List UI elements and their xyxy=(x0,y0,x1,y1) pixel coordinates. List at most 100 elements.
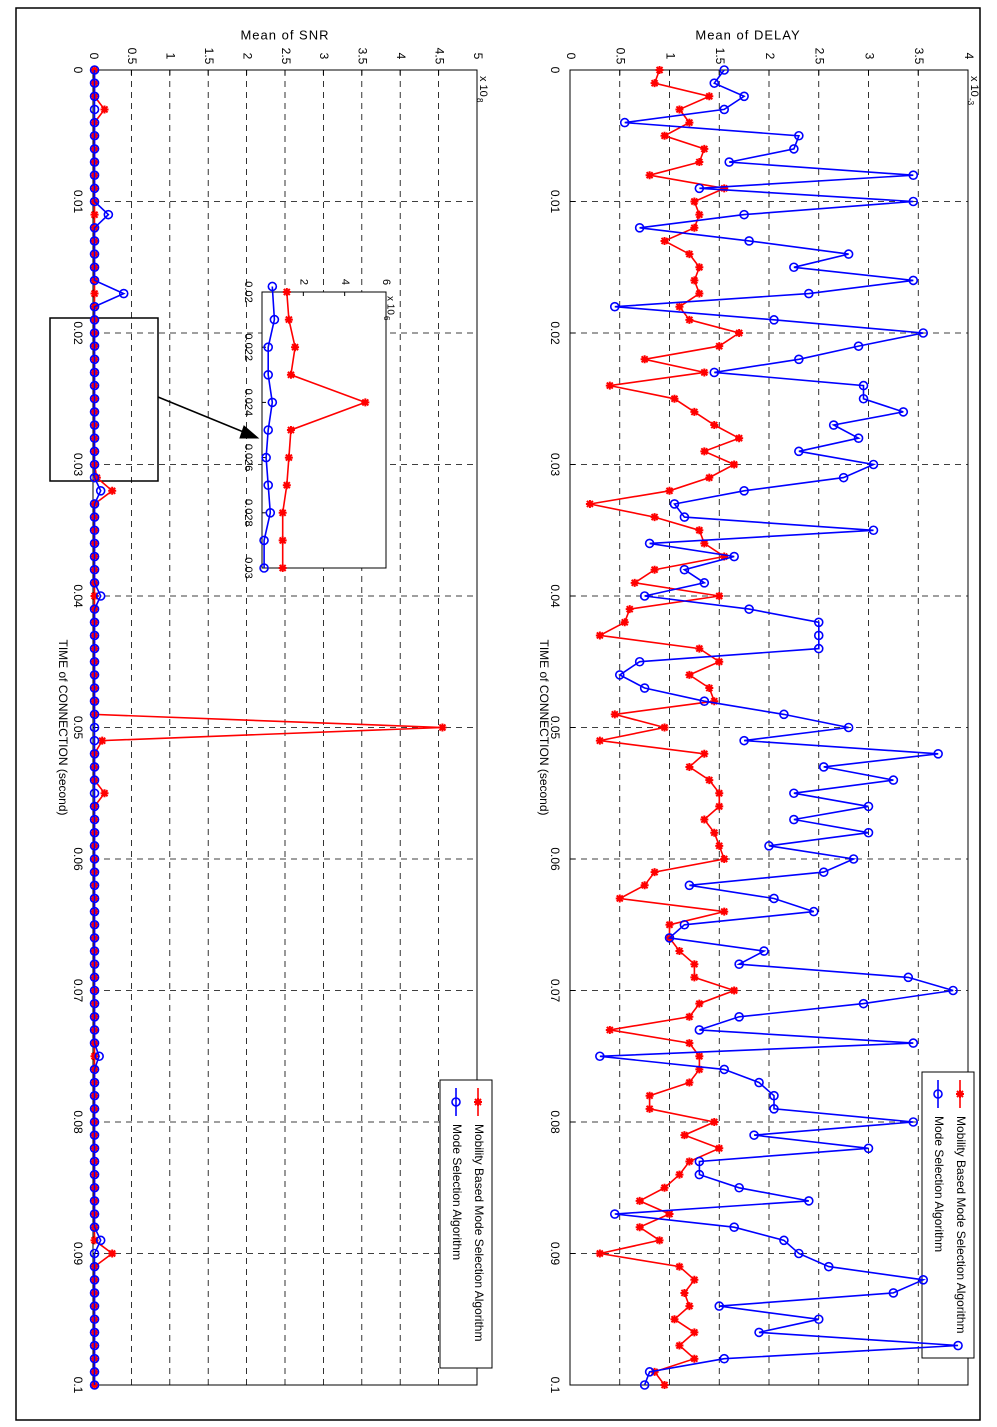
delay-series-blue-point xyxy=(694,1025,705,1035)
delay-series-red-point xyxy=(690,1275,699,1284)
delay-time-tick-label: 0 xyxy=(548,67,562,74)
delay-series-red-point xyxy=(710,1118,719,1126)
inset-series-blue-point xyxy=(259,563,269,573)
snr-series-blue-point xyxy=(89,1169,100,1180)
delay-series-blue-point xyxy=(769,315,779,325)
snr-time-tick-label: 0.07 xyxy=(71,979,85,1003)
snr-value-tick-label: 0.5 xyxy=(125,48,139,65)
delay-series-red-point xyxy=(720,907,729,916)
delay-series-blue-point xyxy=(769,893,779,904)
snr-series-blue-point xyxy=(89,854,100,864)
delay-series-red-point xyxy=(635,1223,644,1232)
delay-series-blue-point xyxy=(818,762,829,772)
snr-series-blue-point xyxy=(89,748,100,759)
delay-series-blue-point xyxy=(739,485,749,496)
inset-time-tick-label: 0.026 xyxy=(242,444,254,472)
delay-series-red-point xyxy=(680,1288,689,1297)
snr-chart-title: Mean of SNR xyxy=(240,27,329,42)
delay-series-red-point xyxy=(700,815,709,824)
snr-time-tick-label: 0.1 xyxy=(71,1377,85,1394)
delay-legend-marker-blue xyxy=(933,1089,943,1099)
snr-series-blue-point xyxy=(89,91,100,102)
delay-series-blue-point xyxy=(863,827,874,838)
delay-series-blue-point xyxy=(808,906,819,917)
snr-time-tick-label: 0.03 xyxy=(71,453,85,477)
delay-series-blue-point xyxy=(679,919,690,930)
snr-series-blue-point xyxy=(89,867,100,877)
snr-series-blue-point xyxy=(89,1064,100,1075)
delay-series-red-point xyxy=(685,1302,694,1311)
delay-series-blue-point xyxy=(863,801,874,812)
delay-series-red-point xyxy=(685,250,694,259)
delay-time-tick-label: 0.09 xyxy=(548,1242,562,1266)
snr-series-blue-point xyxy=(89,354,100,365)
snr-series-blue-point xyxy=(89,1209,100,1219)
delay-value-tick-label: 0.5 xyxy=(614,48,628,65)
delay-series-red-point xyxy=(710,421,719,430)
snr-series-blue-point xyxy=(94,1051,104,1062)
snr-series-blue-point xyxy=(89,919,100,930)
inset-series-blue-point xyxy=(263,342,274,353)
delay-series-blue-point xyxy=(709,78,720,88)
snr-series-blue-point xyxy=(89,1353,100,1364)
delay-series-red-point xyxy=(585,499,594,508)
snr-series-blue-point xyxy=(89,459,100,470)
delay-series-red-point xyxy=(670,394,679,403)
snr-series-blue-point xyxy=(95,485,106,496)
delay-series-red-point xyxy=(660,131,669,140)
snr-time-tick-label: 0.09 xyxy=(71,1242,85,1266)
delay-series-red-point xyxy=(720,552,729,561)
delay-series-blue-point xyxy=(794,1248,804,1259)
snr-legend-box xyxy=(439,1079,493,1369)
delay-series-red-point xyxy=(695,263,704,272)
inset-series-red-point xyxy=(282,288,291,296)
snr-series-blue-point xyxy=(89,630,100,641)
snr-series-red-point xyxy=(100,105,109,114)
inset-series-blue-point xyxy=(269,314,280,325)
delay-series-blue-point xyxy=(794,446,804,457)
snr-series-blue-point xyxy=(89,1288,100,1298)
delay-series-blue-point xyxy=(888,1288,899,1298)
delay-series-blue-point xyxy=(789,788,799,799)
delay-series-red-point xyxy=(630,578,639,587)
snr-series-blue-point xyxy=(89,262,100,273)
delay-series-blue-point xyxy=(813,630,824,641)
delay-series-red-point xyxy=(695,1065,704,1074)
delay-series-red-point xyxy=(660,723,669,732)
snr-time-tick-label: 0.01 xyxy=(71,190,85,214)
delay-series-blue-point xyxy=(908,1117,919,1127)
delay-series-blue-point xyxy=(609,1209,620,1219)
inset-multiplier-label: x 10 xyxy=(384,296,395,315)
inset-time-tick-label: 0.024 xyxy=(242,389,254,417)
delay-series-blue-point xyxy=(694,1156,705,1167)
snr-series-blue-point xyxy=(118,288,129,299)
snr-series-blue-point xyxy=(103,209,114,220)
delay-series-red-point xyxy=(660,1381,669,1389)
delay-series-blue-point xyxy=(789,814,799,825)
delay-series-red-point xyxy=(685,1078,694,1087)
snr-series-blue-point xyxy=(89,472,100,483)
delay-series-blue-point xyxy=(953,1340,963,1351)
delay-series-red-point xyxy=(720,184,729,193)
snr-value-tick-label: 1.5 xyxy=(202,48,216,65)
delay-series-blue-point xyxy=(694,183,705,194)
snr-time-tick-label: 0.06 xyxy=(71,847,85,871)
delay-series-red-point xyxy=(685,1012,694,1021)
inset-series-red-point xyxy=(284,453,293,462)
delay-series-blue-point xyxy=(908,275,919,286)
delay-series-blue-point xyxy=(918,328,929,338)
snr-series-blue-point xyxy=(89,578,100,588)
delay-time-tick-label: 0.07 xyxy=(548,979,562,1003)
delay-series-red-point xyxy=(705,684,714,693)
delay-series-red-point xyxy=(635,1196,644,1205)
snr-series-blue-point xyxy=(89,893,100,904)
snr-series-blue-point xyxy=(89,1340,100,1351)
delay-series-red-point xyxy=(675,1170,684,1179)
delay-series-red-point xyxy=(700,749,709,758)
inset-series-blue-point xyxy=(261,452,271,463)
delay-series-blue-point xyxy=(789,144,799,154)
snr-legend-marker-red xyxy=(474,1098,482,1106)
snr-series-blue-point xyxy=(89,1275,100,1285)
inset-series-red-point xyxy=(286,426,295,434)
snr-series-blue-point xyxy=(89,275,100,286)
